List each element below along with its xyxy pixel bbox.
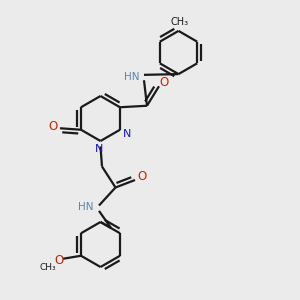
Text: N: N bbox=[95, 143, 103, 154]
Text: CH₃: CH₃ bbox=[40, 263, 56, 272]
Text: O: O bbox=[55, 254, 64, 267]
Text: HN: HN bbox=[124, 72, 140, 82]
Text: N: N bbox=[122, 129, 131, 139]
Text: O: O bbox=[137, 170, 146, 184]
Text: CH₃: CH₃ bbox=[171, 17, 189, 27]
Text: O: O bbox=[160, 76, 169, 89]
Text: O: O bbox=[49, 120, 58, 133]
Text: HN: HN bbox=[78, 202, 93, 212]
